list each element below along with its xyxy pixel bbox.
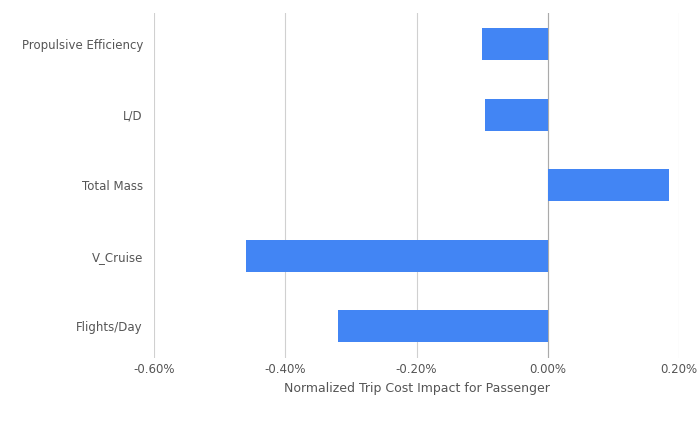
Bar <box>482 28 547 60</box>
Bar <box>485 99 547 131</box>
Bar <box>547 169 669 201</box>
Bar <box>337 310 547 342</box>
X-axis label: Normalized Trip Cost Impact for Passenger: Normalized Trip Cost Impact for Passenge… <box>284 382 550 395</box>
Bar <box>246 240 547 272</box>
